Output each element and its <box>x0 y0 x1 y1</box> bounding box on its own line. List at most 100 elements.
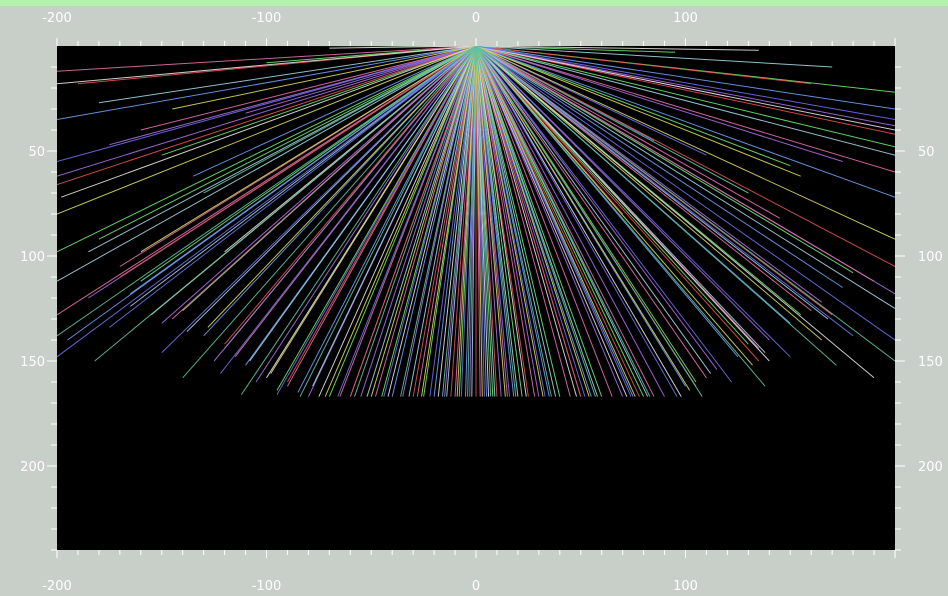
ray-path <box>255 46 477 383</box>
ray-path <box>383 46 477 397</box>
ray-path <box>161 46 477 156</box>
ray-path <box>130 46 477 307</box>
ray-path <box>471 46 477 397</box>
ray-path <box>299 46 477 397</box>
ray-path <box>475 46 895 156</box>
ray-path <box>475 46 895 131</box>
ray-path <box>450 46 477 397</box>
ray-path <box>475 46 749 194</box>
ray-path <box>98 46 477 240</box>
ray-path <box>366 46 477 397</box>
ray-path <box>240 46 477 395</box>
ray-path <box>475 46 523 397</box>
ray-path <box>57 46 477 85</box>
ray-path <box>475 46 812 311</box>
ray-path <box>318 46 477 397</box>
ray-path <box>437 46 477 397</box>
ray-path <box>475 46 766 353</box>
ray-path <box>475 46 843 288</box>
ray-path <box>475 46 590 397</box>
ray-path <box>421 46 477 397</box>
ray-path <box>475 46 483 397</box>
ray-path <box>475 46 707 379</box>
ray-path <box>475 46 703 397</box>
ray-path <box>475 46 655 397</box>
ray-path <box>475 46 632 397</box>
ray-path <box>475 46 895 198</box>
ray-path <box>475 46 582 397</box>
ray-path <box>475 46 712 374</box>
y-tick-label-right: 150 <box>918 355 943 370</box>
ray-path <box>475 46 749 345</box>
ray-path <box>475 46 812 85</box>
ray-path <box>98 46 477 104</box>
ray-path <box>57 46 477 253</box>
ray-path <box>370 46 477 397</box>
ray-path <box>324 46 477 397</box>
ray-path <box>387 46 477 397</box>
ray-path <box>475 46 895 135</box>
ray-path <box>140 46 477 253</box>
ray-series-6 <box>57 46 895 397</box>
ray-path <box>381 46 476 47</box>
ray-path <box>57 46 477 72</box>
x-tick-label-top: -100 <box>252 11 282 26</box>
ray-path <box>475 46 759 51</box>
ray-path <box>475 46 760 362</box>
x-tick-label-bottom: -100 <box>252 579 282 594</box>
ray-path <box>475 46 895 362</box>
y-tick-label-left: 200 <box>20 460 45 475</box>
x-tick-label-top: -200 <box>42 11 72 26</box>
ray-path <box>224 46 477 345</box>
ray-path <box>109 46 477 328</box>
y-tick-label-right: 200 <box>918 460 943 475</box>
ray-path <box>475 46 678 397</box>
ray-path <box>475 46 628 397</box>
ray-path <box>475 46 895 240</box>
ray-path <box>57 46 477 215</box>
ray-path <box>475 46 833 68</box>
ray-path <box>61 46 477 198</box>
ray-path <box>337 46 477 397</box>
top-strip <box>0 0 948 6</box>
y-tick-label-right: 100 <box>918 250 943 265</box>
ray-path <box>171 46 477 320</box>
ray-path <box>360 46 477 397</box>
ray-path <box>94 46 477 362</box>
ray-path <box>57 46 477 186</box>
ray-path <box>475 46 502 397</box>
ray-series-10 <box>57 46 895 397</box>
ray-path <box>475 46 527 397</box>
ray-path <box>475 46 875 282</box>
ray-path <box>475 46 586 397</box>
ray-path <box>354 46 477 397</box>
ray-path <box>475 46 651 397</box>
ray-path <box>297 46 477 393</box>
ray-path <box>475 46 665 397</box>
ray-path <box>400 46 477 397</box>
ray-path <box>467 46 477 397</box>
ray-path <box>57 46 477 162</box>
ray-path <box>140 46 477 131</box>
ray-path <box>416 46 477 397</box>
y-tick-label-left: 150 <box>20 355 45 370</box>
ray-path <box>433 46 477 397</box>
ray-path <box>349 46 477 397</box>
ray-path <box>456 46 477 397</box>
ray-path <box>475 46 843 162</box>
ray-path <box>475 46 791 167</box>
ray-path <box>245 46 477 114</box>
ray-path <box>57 46 477 337</box>
ray-path <box>119 46 477 278</box>
ray-path <box>276 46 477 395</box>
ray-path <box>441 46 477 397</box>
ray-path <box>446 46 477 397</box>
ray-path <box>249 46 477 362</box>
ray-path <box>475 46 492 397</box>
ray-series-7 <box>57 46 895 397</box>
ray-path <box>207 46 477 328</box>
ray-path <box>172 46 477 110</box>
ray-path <box>475 46 496 397</box>
ray-path <box>475 46 895 127</box>
ray-path <box>475 46 766 387</box>
